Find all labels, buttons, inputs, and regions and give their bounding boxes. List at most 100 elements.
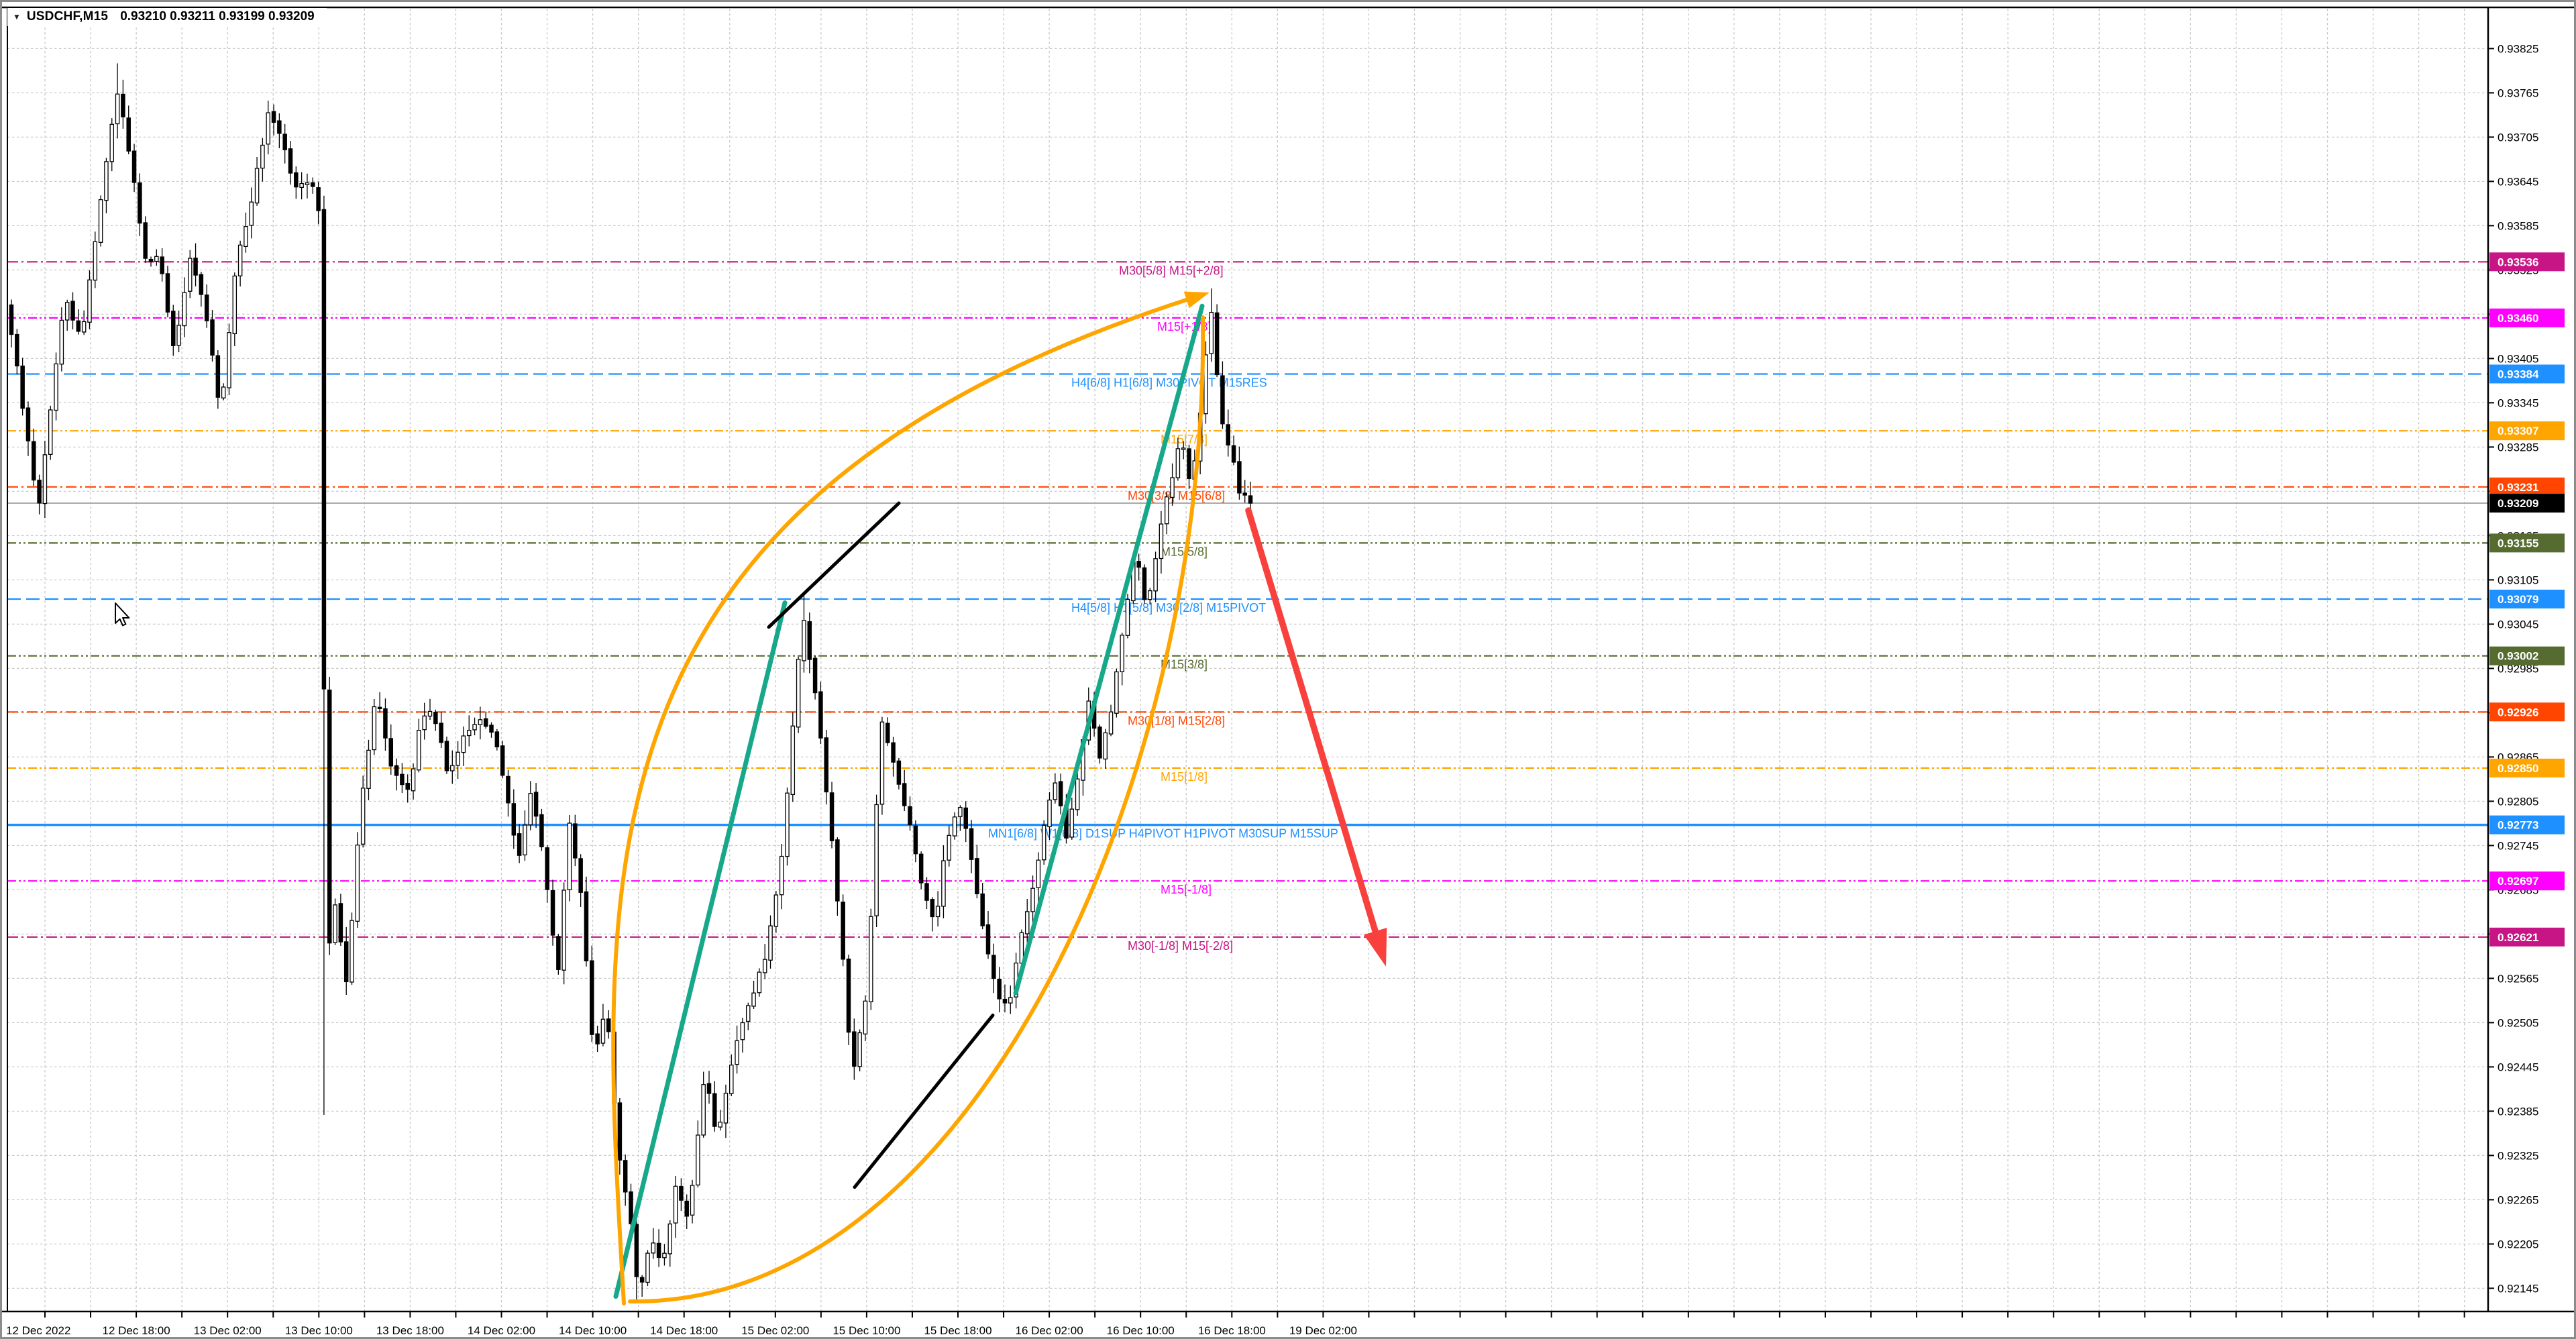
candle	[1231, 435, 1236, 466]
candle	[466, 715, 472, 747]
symbol-timeframe-label: USDCHF,M15	[26, 9, 109, 23]
candle	[1103, 729, 1108, 769]
candle	[824, 729, 828, 805]
candle	[193, 243, 198, 286]
svg-text:0.93536: 0.93536	[2498, 256, 2538, 268]
chart-title-bar: ▼ USDCHF,M15 0.93210 0.93211 0.93199 0.9…	[7, 8, 327, 26]
candle	[818, 682, 823, 745]
level-label: H4[6/8] H1[6/8] M30PIVOT M15RES	[1071, 376, 1267, 390]
candle	[338, 894, 343, 946]
candle	[963, 801, 968, 843]
level-label: M30[3/8] M15[6/8]	[1128, 489, 1225, 502]
candle	[444, 737, 449, 774]
candle	[500, 741, 505, 779]
time-axis-label: 14 Dec 02:00	[468, 1324, 535, 1337]
candle	[1097, 724, 1102, 764]
candle	[745, 1002, 751, 1030]
candle	[796, 656, 801, 733]
price-tick-label: 0.93765	[2498, 87, 2538, 99]
candle	[790, 712, 796, 802]
sell-arrow[interactable]	[1245, 507, 1381, 943]
candle	[472, 717, 477, 736]
price-tag: 0.93231	[2489, 477, 2565, 496]
candle	[405, 774, 410, 803]
symbol-marker-icon[interactable]: ▼	[13, 12, 21, 21]
candle	[673, 1175, 678, 1238]
candle	[76, 309, 81, 335]
candle	[991, 943, 996, 994]
candle	[138, 173, 142, 237]
candle	[126, 105, 131, 154]
candle	[204, 284, 209, 328]
candle	[869, 908, 873, 1010]
candle	[9, 299, 14, 347]
candle	[1248, 482, 1253, 513]
price-tag: 0.93155	[2489, 533, 2565, 553]
candle	[908, 796, 912, 831]
svg-text:0.93155: 0.93155	[2498, 537, 2538, 549]
candle	[271, 104, 276, 136]
price-tag: 0.93079	[2489, 590, 2565, 608]
candle	[573, 814, 578, 867]
candle	[372, 698, 377, 755]
candle	[109, 118, 115, 172]
candle	[1181, 441, 1186, 460]
svg-text:0.92621: 0.92621	[2498, 931, 2538, 944]
candle	[327, 676, 332, 955]
candle	[679, 1178, 684, 1212]
candle	[807, 612, 812, 674]
arrowhead-icon	[1363, 927, 1387, 967]
candle	[299, 172, 304, 200]
candle	[779, 844, 784, 910]
candle	[924, 877, 929, 910]
candle	[187, 250, 193, 299]
level-label: M15[3/8]	[1161, 658, 1208, 672]
candle	[1002, 984, 1008, 1013]
candle	[846, 955, 851, 1045]
candle	[561, 882, 566, 985]
level-label: M30[5/8] M15[+2/8]	[1119, 264, 1224, 277]
ohlc-quote-label: 0.93210 0.93211 0.93199 0.93209	[120, 9, 315, 23]
candle	[757, 968, 762, 997]
time-axis-label: 16 Dec 10:00	[1107, 1324, 1175, 1337]
candle	[857, 1029, 862, 1072]
candle	[288, 141, 293, 185]
svg-text:0.93384: 0.93384	[2498, 368, 2539, 381]
trend-line-black-2[interactable]	[853, 1013, 995, 1189]
trend-line-green-2[interactable]	[1013, 303, 1205, 996]
time-axis-label: 14 Dec 10:00	[559, 1324, 627, 1337]
candle	[701, 1071, 706, 1138]
price-tick-label: 0.93045	[2498, 618, 2538, 631]
candle	[176, 310, 181, 353]
candle	[829, 782, 835, 849]
candle	[48, 405, 53, 460]
trend-line-black-1[interactable]	[767, 501, 901, 629]
candle	[439, 712, 443, 748]
price-tick-label: 0.92385	[2498, 1105, 2538, 1118]
candle	[723, 1084, 729, 1138]
svg-text:0.93460: 0.93460	[2498, 312, 2538, 325]
time-axis-label: 16 Dec 18:00	[1198, 1324, 1266, 1337]
candle	[1209, 288, 1214, 362]
channel-arc-left[interactable]	[611, 295, 1197, 1305]
candle	[1164, 492, 1169, 535]
candle	[321, 195, 327, 1115]
candle	[210, 310, 215, 362]
axes-layer: 0.93825 0.93765 0.93705 0.93645 0.93585 0.935…	[2, 6, 2574, 1337]
candle	[600, 1004, 606, 1047]
candle	[227, 323, 231, 396]
candle	[422, 702, 427, 740]
candle	[913, 820, 918, 863]
candle	[947, 825, 952, 867]
time-axis-label: 12 Dec 18:00	[103, 1324, 170, 1337]
candle	[545, 845, 549, 903]
candle	[975, 845, 979, 899]
channel-arc-right[interactable]	[628, 315, 1205, 1304]
candle	[1148, 588, 1152, 605]
candle	[15, 329, 19, 375]
trend-line-green-1[interactable]	[613, 600, 788, 1299]
candle	[785, 787, 790, 866]
arrowhead-icon	[1183, 291, 1210, 309]
price-tick-label: 0.92445	[2498, 1061, 2538, 1073]
